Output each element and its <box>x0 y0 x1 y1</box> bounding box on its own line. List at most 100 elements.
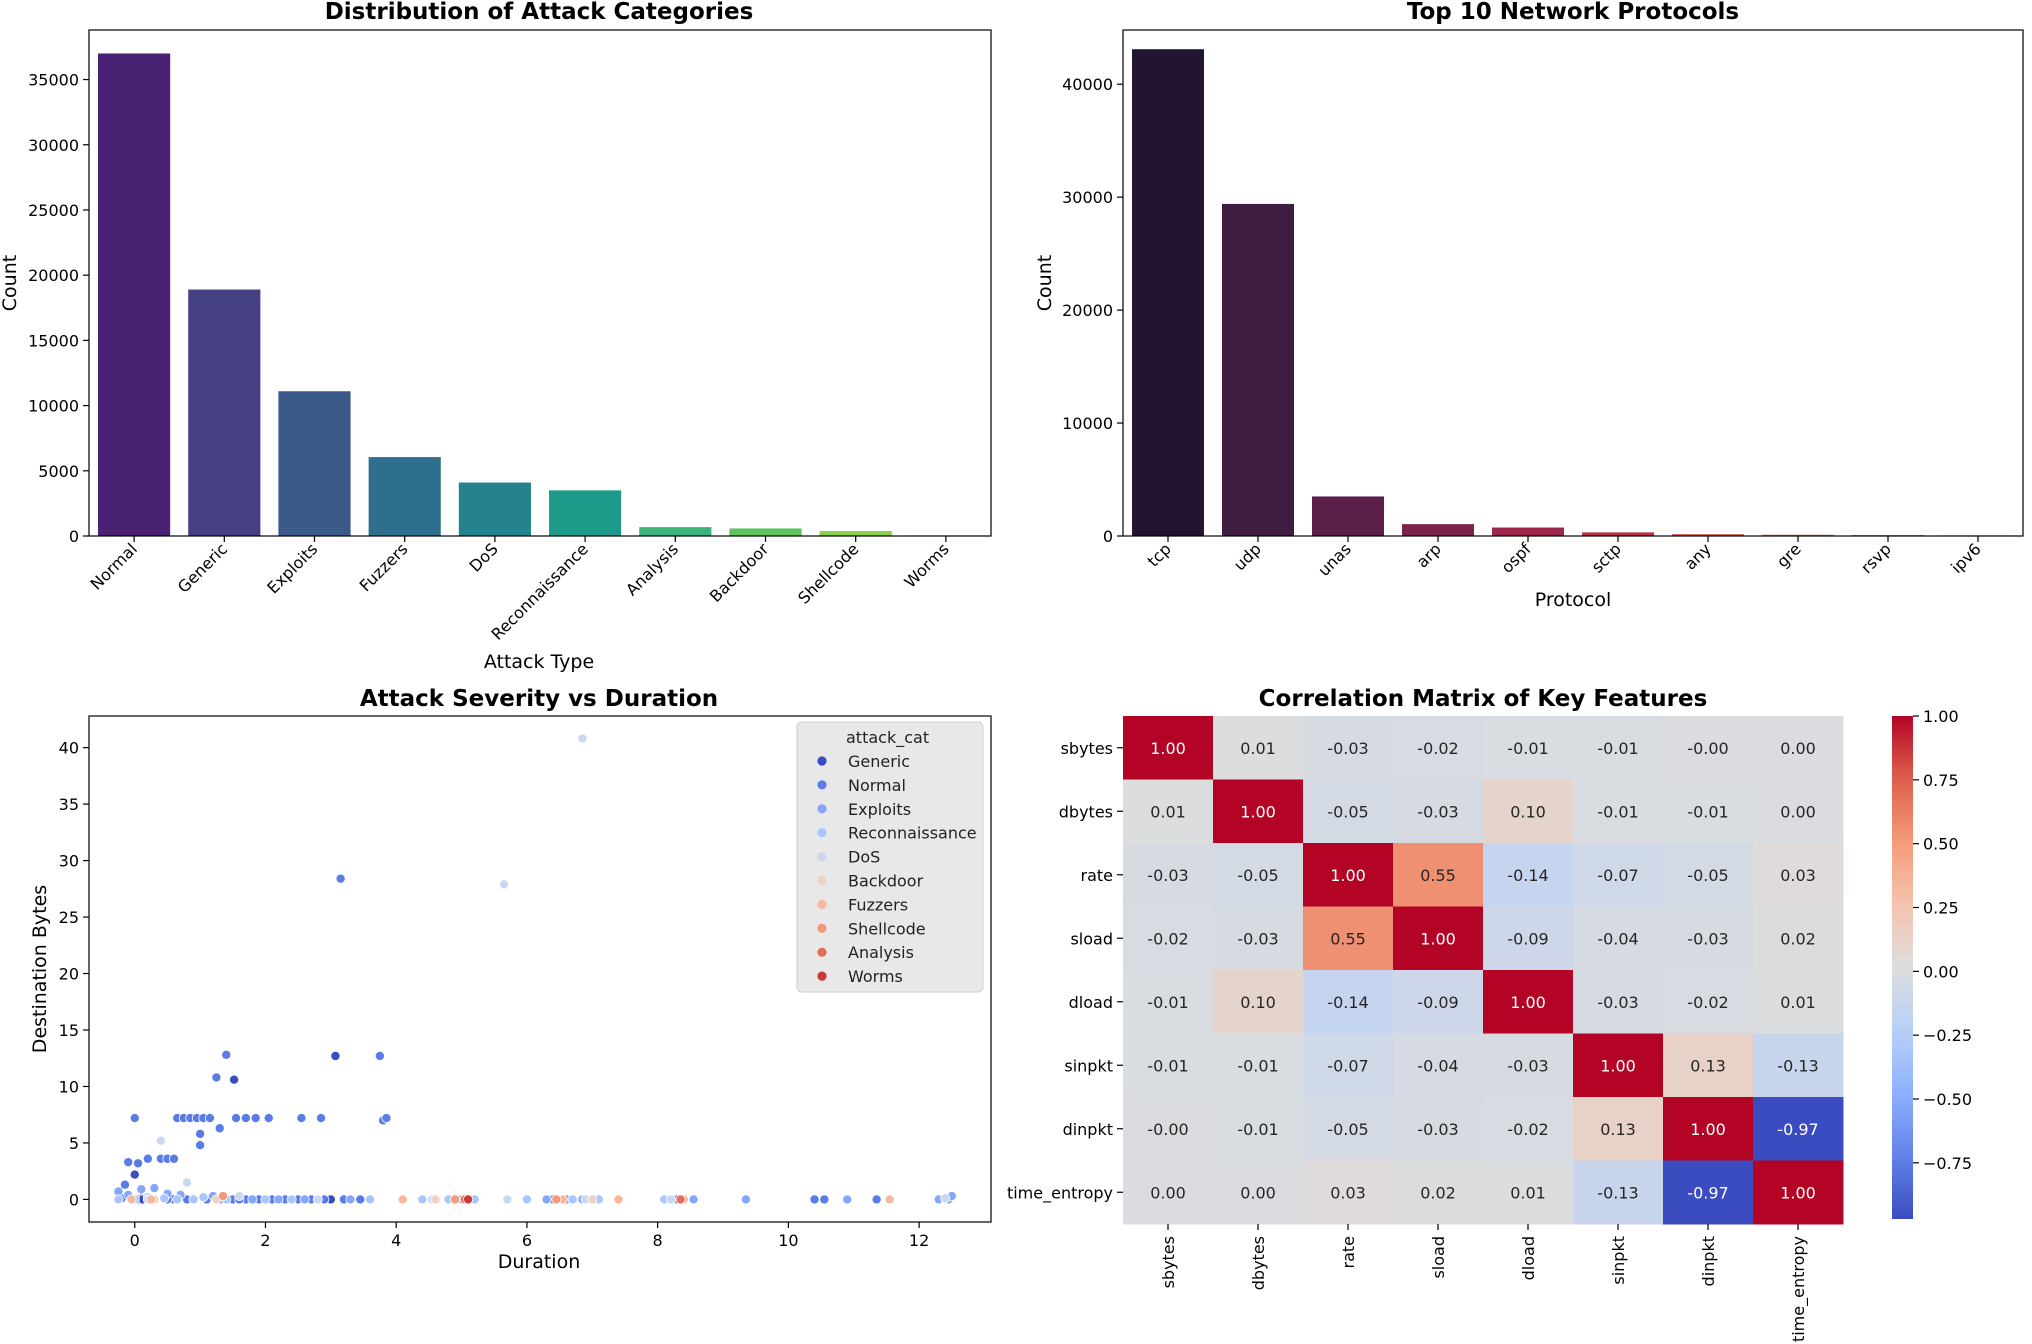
scatter-point-fuzzers <box>397 1194 408 1205</box>
scatter-point-dos <box>155 1135 166 1146</box>
legend-marker-dos <box>817 852 827 862</box>
heatmap-cell-value: -0.14 <box>1507 866 1548 885</box>
heatmap-col-label: sload <box>1429 1236 1448 1279</box>
y-tick-label: 0 <box>69 1190 79 1209</box>
scatter-point-exploits <box>688 1194 699 1205</box>
heatmap-row-label: dload <box>1069 993 1113 1012</box>
bar-shellcode <box>819 531 892 536</box>
attack-categories-plot-frame <box>88 29 992 537</box>
heatmap-cell-value: -0.00 <box>1687 739 1728 758</box>
heatmap-cell <box>1663 1033 1754 1098</box>
scatter-point-normal <box>871 1194 882 1205</box>
heatmap-cell-value: -0.01 <box>1237 1120 1278 1139</box>
scatter-point-reconnaissance <box>260 1194 271 1205</box>
scatter-point-normal <box>316 1113 327 1124</box>
bar-generic <box>188 289 261 536</box>
heatmap-cell-value: -0.02 <box>1147 929 1188 948</box>
heatmap-cell-value: 0.00 <box>1240 1183 1276 1202</box>
scatter-point-normal <box>335 873 346 884</box>
scatter-point-normal <box>119 1179 130 1190</box>
bar-arp <box>1402 524 1474 536</box>
heatmap-cell <box>1573 716 1664 780</box>
scatter-point-dos <box>234 1191 245 1202</box>
heatmap-cell-value: -0.01 <box>1597 802 1638 821</box>
scatter-point-dos <box>665 1194 676 1205</box>
heatmap-cell <box>1663 1160 1754 1225</box>
bar-tcp <box>1132 49 1204 536</box>
bar-normal <box>98 53 171 536</box>
y-tick-label: 30 <box>59 852 79 871</box>
scatter-point-worms <box>463 1194 474 1205</box>
y-tick-label: 0 <box>1103 527 1113 546</box>
scatter-point-backdoor <box>587 1194 598 1205</box>
scatter-point-analysis <box>675 1194 686 1205</box>
scatter-point-normal <box>240 1113 251 1124</box>
y-tick-label: 10 <box>59 1077 79 1096</box>
scatter-point-exploits <box>149 1183 160 1194</box>
heatmap-cell-value: -0.05 <box>1327 1120 1368 1139</box>
bar-dos <box>458 482 531 536</box>
scatter-point-shellcode <box>450 1194 461 1205</box>
legend-label-generic: Generic <box>848 752 910 771</box>
y-tick-label: 15000 <box>28 331 79 350</box>
heatmap-cell-value: 1.00 <box>1240 802 1276 821</box>
scatter-point-normal <box>133 1158 144 1169</box>
y-tick-label: 15 <box>59 1021 79 1040</box>
heatmap-cell-value: 1.00 <box>1330 866 1366 885</box>
legend-marker-normal <box>817 780 827 790</box>
heatmap-row-label: sbytes <box>1061 739 1113 758</box>
attack-categories-xlabel: Attack Type <box>484 651 594 673</box>
y-tick-label: 35 <box>59 795 79 814</box>
colorbar-tick-label: 1.00 <box>1923 707 1959 726</box>
scatter-point-exploits <box>345 1194 356 1205</box>
bar-udp <box>1222 203 1294 536</box>
scatter-point-normal <box>195 1128 206 1139</box>
heatmap-cell-value: -0.13 <box>1777 1056 1818 1075</box>
colorbar-tick-label: 0.50 <box>1923 835 1959 854</box>
x-tick-label: 2 <box>260 1231 270 1250</box>
heatmap-cell-value: -0.03 <box>1147 866 1188 885</box>
bar-backdoor <box>729 528 802 536</box>
scatter-point-exploits <box>842 1194 853 1205</box>
heatmap-cell-value: -0.01 <box>1507 739 1548 758</box>
colorbar-tick-label: 0.75 <box>1923 771 1959 790</box>
y-tick-label: 5 <box>69 1134 79 1153</box>
heatmap-col-label: time_entropy <box>1789 1236 1809 1342</box>
heatmap-cell-value: 1.00 <box>1600 1056 1636 1075</box>
heatmap-cell-value: -0.05 <box>1237 866 1278 885</box>
scatter-point-exploits <box>273 1194 284 1205</box>
scatter-point-fuzzers <box>613 1194 624 1205</box>
heatmap-col-label: dbytes <box>1249 1236 1268 1290</box>
x-tick-label: 4 <box>391 1231 401 1250</box>
scatter-point-reconnaissance <box>198 1192 209 1203</box>
y-tick-label: 40 <box>59 739 79 758</box>
heatmap-cell-value: -0.97 <box>1687 1183 1728 1202</box>
heatmap-cell <box>1303 1160 1394 1225</box>
protocols-xlabel: Protocol <box>1535 589 1612 611</box>
heatmap-cell <box>1303 1033 1394 1098</box>
scatter-point-reconnaissance <box>113 1194 124 1205</box>
colorbar-tick-label: −0.50 <box>1923 1090 1972 1109</box>
heatmap-cell-value: -0.13 <box>1597 1183 1638 1202</box>
heatmap-cell <box>1753 906 1844 971</box>
heatmap-row-label: rate <box>1081 866 1114 885</box>
y-tick-label: 30000 <box>28 136 79 155</box>
heatmap-cell-value: -0.14 <box>1327 993 1368 1012</box>
scatter-point-normal <box>374 1050 385 1061</box>
y-tick-label: 25000 <box>28 201 79 220</box>
scatter-point-reconnaissance <box>365 1194 376 1205</box>
heatmap-cell-value: 1.00 <box>1780 1183 1816 1202</box>
heatmap-col-label: dinpkt <box>1699 1236 1718 1286</box>
heatmap-cell <box>1393 779 1484 844</box>
scatter-point-dos <box>499 879 510 890</box>
legend-marker-backdoor <box>817 875 827 886</box>
heatmap-cell <box>1213 906 1304 971</box>
y-tick-label: 20000 <box>1062 301 1113 320</box>
heatmap-cell <box>1303 1097 1394 1161</box>
heatmap-cell <box>1663 843 1754 907</box>
heatmap-cell-value: 0.13 <box>1690 1056 1726 1075</box>
scatter-point-normal <box>296 1113 307 1124</box>
heatmap-cell-value: 0.00 <box>1780 802 1816 821</box>
scatter-point-reconnaissance <box>159 1193 170 1204</box>
